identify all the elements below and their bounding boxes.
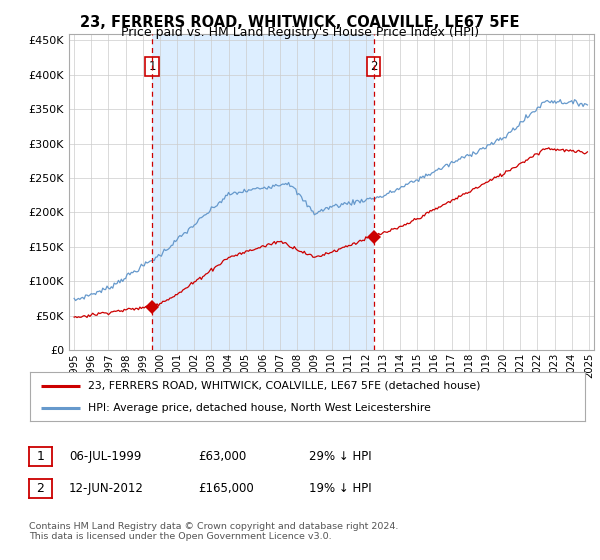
- Text: 06-JUL-1999: 06-JUL-1999: [69, 450, 142, 463]
- Text: 2: 2: [370, 60, 377, 73]
- Text: Price paid vs. HM Land Registry's House Price Index (HPI): Price paid vs. HM Land Registry's House …: [121, 26, 479, 39]
- Text: 1: 1: [148, 60, 156, 73]
- Text: 2: 2: [36, 482, 44, 495]
- Text: 29% ↓ HPI: 29% ↓ HPI: [309, 450, 371, 463]
- Text: Contains HM Land Registry data © Crown copyright and database right 2024.
This d: Contains HM Land Registry data © Crown c…: [29, 522, 398, 542]
- Text: 23, FERRERS ROAD, WHITWICK, COALVILLE, LE67 5FE: 23, FERRERS ROAD, WHITWICK, COALVILLE, L…: [80, 15, 520, 30]
- Text: £165,000: £165,000: [198, 482, 254, 495]
- Text: HPI: Average price, detached house, North West Leicestershire: HPI: Average price, detached house, Nort…: [88, 403, 431, 413]
- Bar: [152, 34, 374, 350]
- Text: 1: 1: [36, 450, 44, 463]
- Text: 23, FERRERS ROAD, WHITWICK, COALVILLE, LE67 5FE (detached house): 23, FERRERS ROAD, WHITWICK, COALVILLE, L…: [88, 381, 481, 391]
- Text: 19% ↓ HPI: 19% ↓ HPI: [309, 482, 371, 495]
- Text: £63,000: £63,000: [198, 450, 246, 463]
- Text: 12-JUN-2012: 12-JUN-2012: [69, 482, 144, 495]
